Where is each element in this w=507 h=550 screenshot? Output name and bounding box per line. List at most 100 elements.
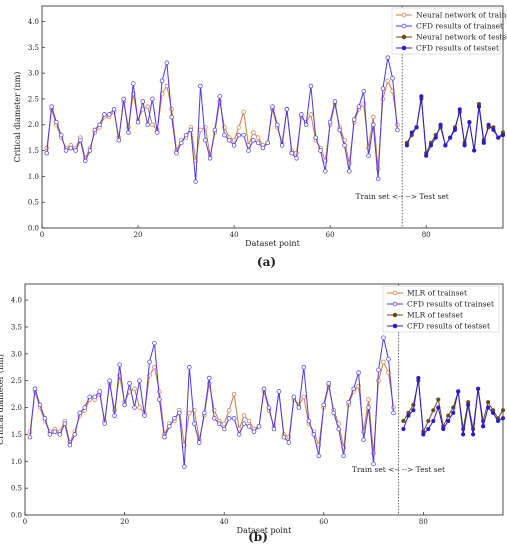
legend-label: Neural network of testset xyxy=(416,33,507,42)
data-point xyxy=(326,381,331,386)
data-point xyxy=(221,421,227,426)
data-point xyxy=(490,410,496,415)
data-point xyxy=(246,418,252,424)
data-point xyxy=(226,416,232,421)
data-point xyxy=(266,405,272,410)
data-point xyxy=(406,413,411,418)
data-point xyxy=(286,440,292,445)
data-point xyxy=(376,378,381,383)
data-point xyxy=(303,122,309,127)
x-tick-label: 80 xyxy=(419,518,428,526)
data-point xyxy=(452,127,458,132)
data-point xyxy=(260,145,266,151)
data-point xyxy=(73,148,78,153)
data-point xyxy=(226,407,232,413)
data-point xyxy=(306,418,312,424)
data-point xyxy=(112,413,117,418)
data-point xyxy=(155,130,160,135)
data-point xyxy=(308,112,314,117)
data-point xyxy=(371,461,376,467)
data-point xyxy=(466,402,471,407)
data-point xyxy=(142,413,147,418)
data-point xyxy=(177,410,182,416)
data-point xyxy=(117,362,122,367)
legend-label: CFD results of trainset xyxy=(416,22,503,31)
data-point xyxy=(198,83,203,89)
data-point xyxy=(337,127,342,133)
data-point xyxy=(162,434,167,440)
data-point xyxy=(448,135,453,140)
data-point xyxy=(152,365,157,370)
data-point xyxy=(57,432,63,437)
data-point xyxy=(426,426,431,432)
y-tick-label: 1.5 xyxy=(28,147,39,155)
y-tick-label: 0.5 xyxy=(28,199,39,207)
data-point xyxy=(82,158,88,164)
data-point xyxy=(107,378,112,383)
legend-marker xyxy=(392,312,398,318)
data-point xyxy=(476,104,482,109)
data-point xyxy=(446,418,451,424)
data-point xyxy=(421,432,426,437)
data-point xyxy=(371,114,376,120)
data-point xyxy=(145,104,150,109)
data-point xyxy=(404,143,410,148)
plot-frame xyxy=(41,5,504,229)
data-point xyxy=(376,367,381,373)
data-point xyxy=(198,127,203,133)
data-point xyxy=(145,122,150,127)
data-point xyxy=(301,394,307,400)
data-point xyxy=(366,405,371,410)
data-point xyxy=(126,130,131,135)
data-point xyxy=(308,83,314,89)
data-point xyxy=(496,135,501,140)
split-annotation: Train set <-- --> Test set xyxy=(352,465,445,474)
legend-marker xyxy=(392,323,398,329)
data-point xyxy=(68,145,74,151)
data-point xyxy=(356,370,361,375)
data-point xyxy=(336,426,341,432)
data-point xyxy=(438,122,443,127)
data-point xyxy=(481,140,486,145)
data-point xyxy=(462,143,467,148)
data-point xyxy=(321,402,327,408)
data-point xyxy=(127,381,132,386)
data-point xyxy=(500,133,506,138)
y-axis-label: Critical diameter (nm) xyxy=(13,72,22,163)
data-point xyxy=(187,365,192,370)
data-point xyxy=(231,416,237,421)
x-tick-label: 20 xyxy=(120,518,129,526)
x-tick-label: 80 xyxy=(422,231,431,239)
data-point xyxy=(327,119,333,125)
data-point xyxy=(461,432,466,437)
x-tick-label: 20 xyxy=(134,231,143,239)
data-point xyxy=(271,426,277,432)
data-point xyxy=(97,389,102,394)
data-point xyxy=(130,81,136,86)
data-point xyxy=(82,405,87,410)
data-point xyxy=(486,405,491,410)
data-point xyxy=(78,137,83,143)
data-point xyxy=(32,386,38,392)
data-point xyxy=(116,137,122,143)
data-point xyxy=(167,424,172,429)
data-point xyxy=(197,440,202,445)
data-point xyxy=(371,122,376,127)
data-point xyxy=(331,410,336,416)
data-point xyxy=(341,453,346,459)
data-point xyxy=(289,150,294,156)
data-point xyxy=(172,416,177,421)
data-point xyxy=(390,76,395,81)
data-point xyxy=(187,410,192,416)
legend-label: CFD results of testset xyxy=(407,322,490,331)
data-point xyxy=(58,132,64,138)
data-point xyxy=(375,176,381,182)
data-point xyxy=(72,432,78,437)
x-tick-label: 60 xyxy=(326,231,335,239)
data-point xyxy=(416,375,421,381)
data-point xyxy=(132,405,137,410)
data-point xyxy=(211,416,217,421)
data-point xyxy=(147,359,152,365)
legend-label: CFD results of trainset xyxy=(407,300,494,309)
